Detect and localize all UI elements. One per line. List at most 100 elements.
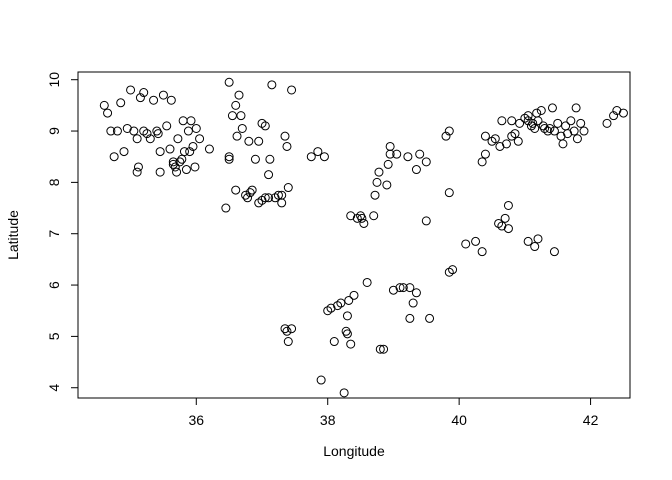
data-point xyxy=(571,103,581,113)
data-point xyxy=(379,344,389,354)
data-point xyxy=(549,247,559,257)
y-tick-label: 8 xyxy=(46,178,62,186)
data-point xyxy=(165,144,175,154)
data-point xyxy=(316,375,326,385)
data-point xyxy=(497,221,507,231)
data-point xyxy=(572,134,582,144)
data-point xyxy=(179,147,189,157)
data-point xyxy=(109,152,119,162)
data-point xyxy=(448,265,458,275)
data-point xyxy=(247,185,257,195)
data-point xyxy=(241,190,251,200)
data-point xyxy=(533,116,543,126)
data-point xyxy=(359,218,369,228)
data-point xyxy=(282,326,292,336)
data-point xyxy=(609,111,619,121)
data-point xyxy=(183,126,193,136)
data-point xyxy=(155,147,165,157)
data-point xyxy=(119,147,129,157)
data-point xyxy=(181,165,191,175)
data-point xyxy=(280,324,290,334)
data-point xyxy=(372,177,382,187)
y-tick-label: 9 xyxy=(46,127,62,135)
data-point xyxy=(232,131,242,141)
data-point xyxy=(421,157,431,167)
y-tick-label: 5 xyxy=(46,332,62,340)
data-point xyxy=(142,129,152,139)
data-point xyxy=(306,152,316,162)
data-point xyxy=(352,213,362,223)
data-point xyxy=(283,337,293,347)
data-point xyxy=(494,218,504,228)
data-point xyxy=(234,90,244,100)
data-point xyxy=(415,149,425,159)
data-point xyxy=(369,211,379,221)
data-point xyxy=(383,159,393,169)
data-point xyxy=(254,136,264,146)
data-point xyxy=(444,267,454,277)
data-point xyxy=(536,106,546,116)
data-point xyxy=(264,193,274,203)
data-point xyxy=(145,134,155,144)
data-point xyxy=(444,126,454,136)
data-point xyxy=(461,239,471,249)
data-point xyxy=(618,108,628,118)
data-point xyxy=(204,144,214,154)
data-point xyxy=(398,283,408,293)
y-tick-label: 4 xyxy=(46,384,62,392)
data-point xyxy=(224,154,234,164)
data-point xyxy=(191,123,201,133)
data-point xyxy=(421,216,431,226)
data-point xyxy=(139,88,149,98)
data-point xyxy=(221,203,231,213)
data-point xyxy=(500,213,510,223)
data-point xyxy=(545,123,555,133)
plot-frame xyxy=(77,71,631,399)
data-point xyxy=(480,149,490,159)
data-point xyxy=(175,157,185,167)
data-point xyxy=(158,90,168,100)
data-point xyxy=(477,247,487,257)
data-point xyxy=(507,116,517,126)
data-point xyxy=(326,303,336,313)
data-point xyxy=(561,121,571,131)
data-point xyxy=(116,98,126,108)
data-point xyxy=(411,165,421,175)
data-point xyxy=(540,123,550,133)
data-point xyxy=(480,131,490,141)
data-point xyxy=(339,388,349,398)
data-point xyxy=(133,162,143,172)
data-point xyxy=(370,190,380,200)
data-point xyxy=(569,126,579,136)
data-point xyxy=(319,152,329,162)
y-tick-label: 7 xyxy=(46,230,62,238)
data-point xyxy=(501,139,511,149)
data-point xyxy=(530,242,540,252)
data-point xyxy=(277,198,287,208)
data-point xyxy=(260,121,270,131)
data-point xyxy=(287,324,297,334)
y-tick-label: 6 xyxy=(46,281,62,289)
data-point xyxy=(523,236,533,246)
data-point xyxy=(224,152,234,162)
data-point xyxy=(106,126,116,136)
data-point xyxy=(385,141,395,151)
x-tick-label: 40 xyxy=(451,412,467,428)
data-point xyxy=(153,129,163,139)
data-point xyxy=(528,118,538,128)
data-point xyxy=(267,80,277,90)
data-point xyxy=(132,167,142,177)
data-point xyxy=(273,190,283,200)
data-point xyxy=(441,131,451,141)
data-point xyxy=(346,339,356,349)
data-point xyxy=(553,118,563,128)
data-point xyxy=(543,126,553,136)
data-point xyxy=(532,108,542,118)
x-tick-label: 42 xyxy=(583,412,599,428)
data-point xyxy=(344,295,354,305)
data-point xyxy=(333,301,343,311)
x-tick-label: 36 xyxy=(188,412,204,428)
data-point xyxy=(510,129,520,139)
data-point xyxy=(566,116,576,126)
